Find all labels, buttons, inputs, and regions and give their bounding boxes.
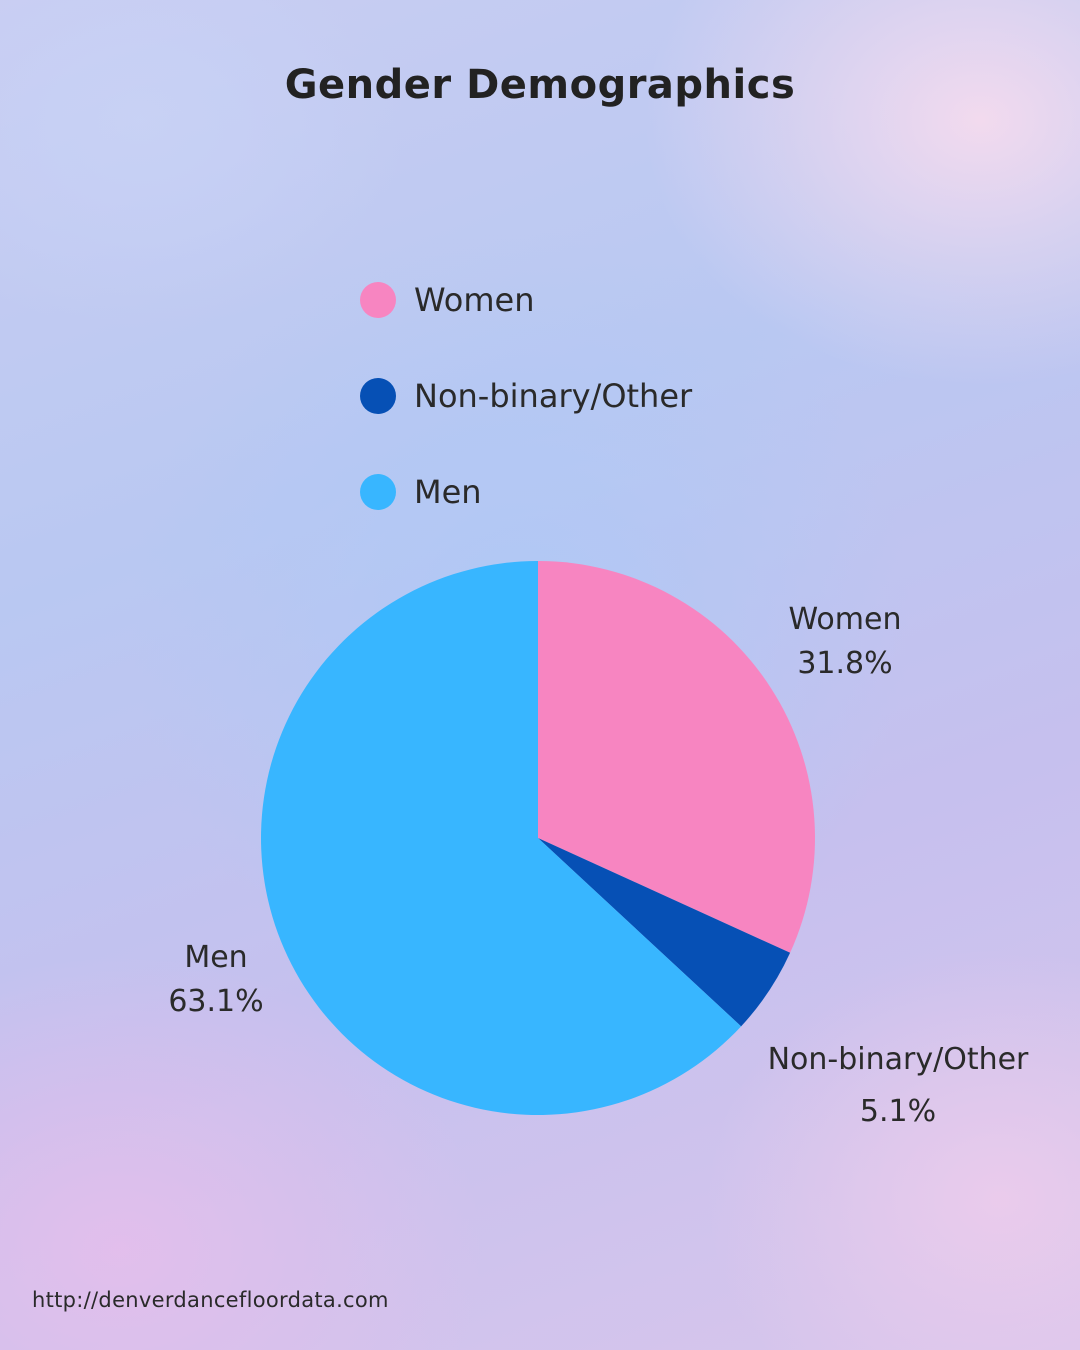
pie-slice-men bbox=[261, 561, 742, 1115]
legend-item-non-binary-other: Non-binary/Other bbox=[360, 372, 692, 420]
slice-label-men: Men 63.1% bbox=[168, 936, 263, 1024]
slice-label-non-binary-other-name: Non-binary/Other bbox=[767, 1042, 1029, 1077]
legend-item-men: Men bbox=[360, 468, 692, 516]
slice-label-women-value: 31.8% bbox=[797, 646, 893, 681]
chart-title: Gender Demographics bbox=[284, 62, 796, 108]
slice-label-women: Women 31.8% bbox=[789, 598, 902, 686]
legend: Women Non-binary/Other Men bbox=[360, 276, 692, 564]
legend-label-non-binary-other: Non-binary/Other bbox=[414, 377, 693, 415]
legend-swatch-non-binary-other bbox=[360, 378, 396, 414]
legend-label-women: Women bbox=[414, 281, 535, 319]
source-url: http://denverdancefloordata.com bbox=[32, 1288, 389, 1312]
pie-slice-women bbox=[538, 561, 815, 953]
pie-slice-non-binary-other bbox=[538, 838, 791, 1027]
slice-label-non-binary-other: Non-binary/Other 5.1% bbox=[768, 1034, 1029, 1138]
legend-item-women: Women bbox=[360, 276, 692, 324]
slice-label-non-binary-other-value: 5.1% bbox=[859, 1094, 937, 1129]
slice-label-women-name: Women bbox=[788, 602, 902, 637]
legend-swatch-women bbox=[360, 282, 396, 318]
slice-label-men-name: Men bbox=[184, 940, 248, 975]
legend-swatch-men bbox=[360, 474, 396, 510]
legend-label-men: Men bbox=[414, 473, 482, 511]
slice-label-men-value: 63.1% bbox=[168, 984, 264, 1019]
